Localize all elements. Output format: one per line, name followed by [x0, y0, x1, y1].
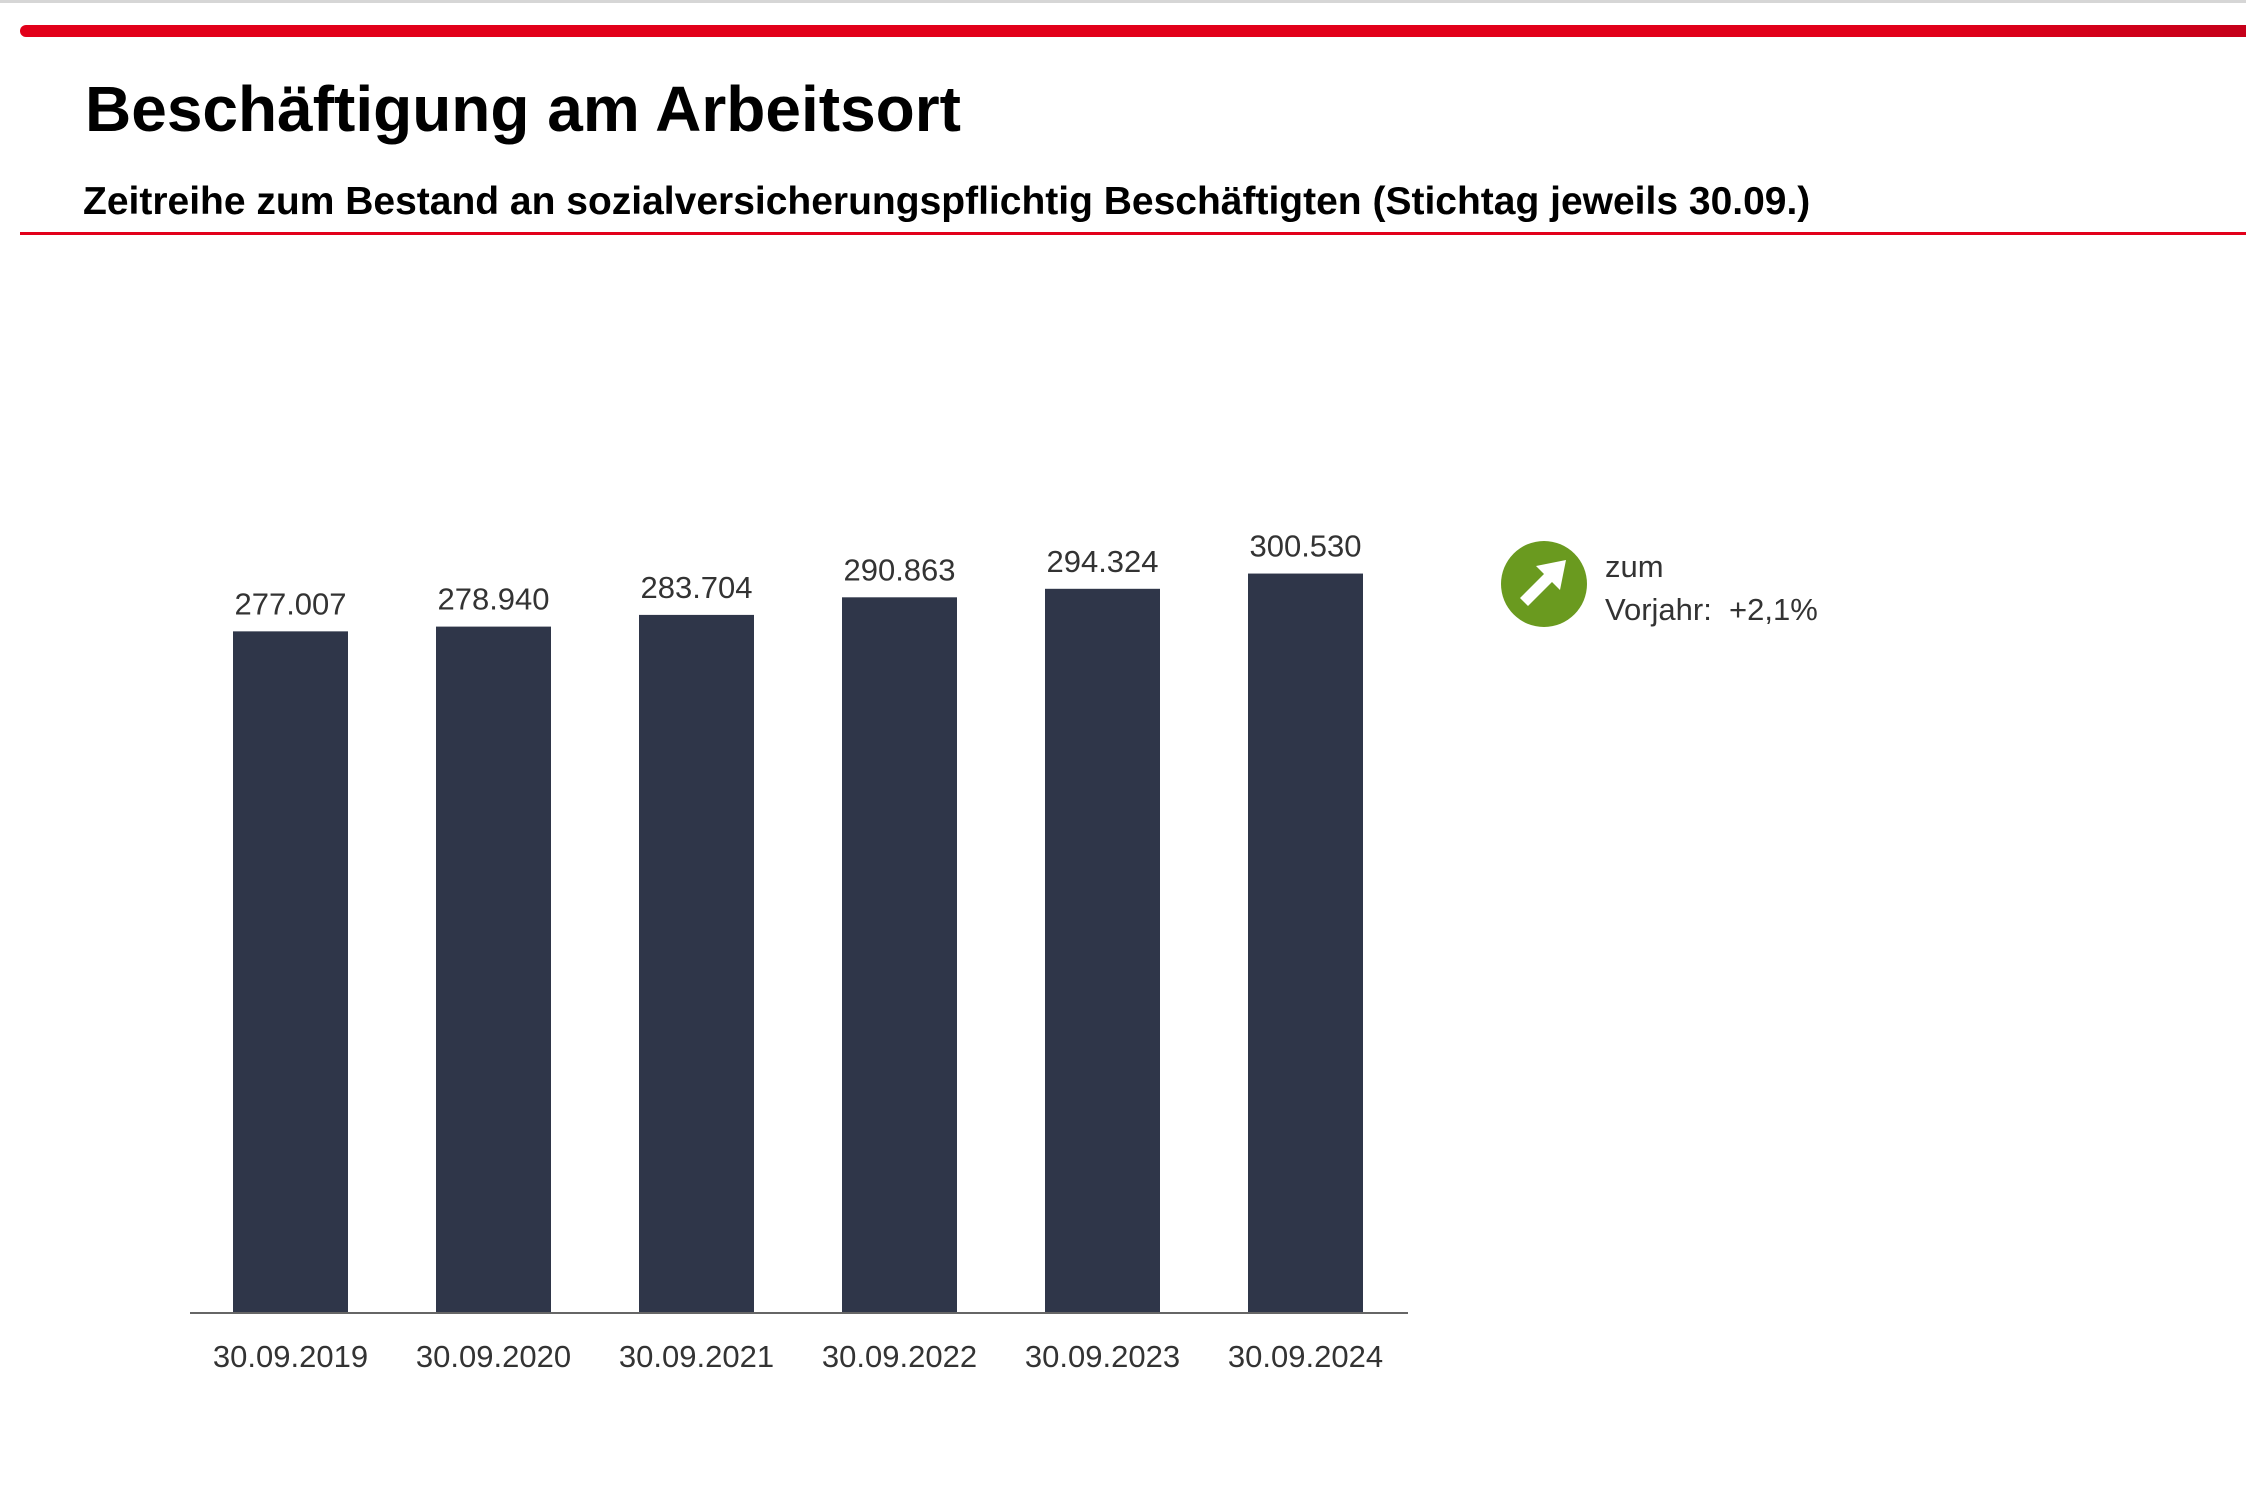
x-tick-label: 30.09.2019	[213, 1339, 368, 1374]
value-label: 278.940	[437, 582, 549, 617]
x-tick-label: 30.09.2023	[1025, 1339, 1180, 1374]
x-tick-label: 30.09.2024	[1228, 1339, 1383, 1374]
trend-text: zum Vorjahr: +2,1%	[1605, 545, 1818, 631]
page-title: Beschäftigung am Arbeitsort	[85, 73, 961, 145]
bar-30.09.2023	[1045, 588, 1160, 1312]
bar-30.09.2022	[842, 597, 957, 1312]
x-tick-label: 30.09.2021	[619, 1339, 774, 1374]
top-border	[0, 0, 2246, 3]
bar-30.09.2020	[436, 626, 551, 1312]
x-tick-label: 30.09.2022	[822, 1339, 977, 1374]
value-label: 283.704	[640, 570, 752, 605]
bar-30.09.2019	[233, 631, 348, 1312]
bar-30.09.2021	[639, 614, 754, 1312]
header-red-bar	[20, 25, 2246, 37]
arrow-up-right-icon	[1501, 541, 1587, 627]
value-label: 290.863	[843, 552, 955, 587]
trend-value: Vorjahr: +2,1%	[1605, 592, 1818, 627]
page-subtitle: Zeitreihe zum Bestand an sozialversicher…	[83, 180, 1811, 223]
bar-30.09.2024	[1248, 573, 1363, 1312]
value-label: 294.324	[1046, 544, 1158, 579]
value-label: 300.530	[1249, 529, 1361, 564]
header-divider	[20, 232, 2246, 235]
trend-label: zum	[1605, 549, 1664, 584]
value-label: 277.007	[234, 586, 346, 621]
x-tick-label: 30.09.2020	[416, 1339, 571, 1374]
